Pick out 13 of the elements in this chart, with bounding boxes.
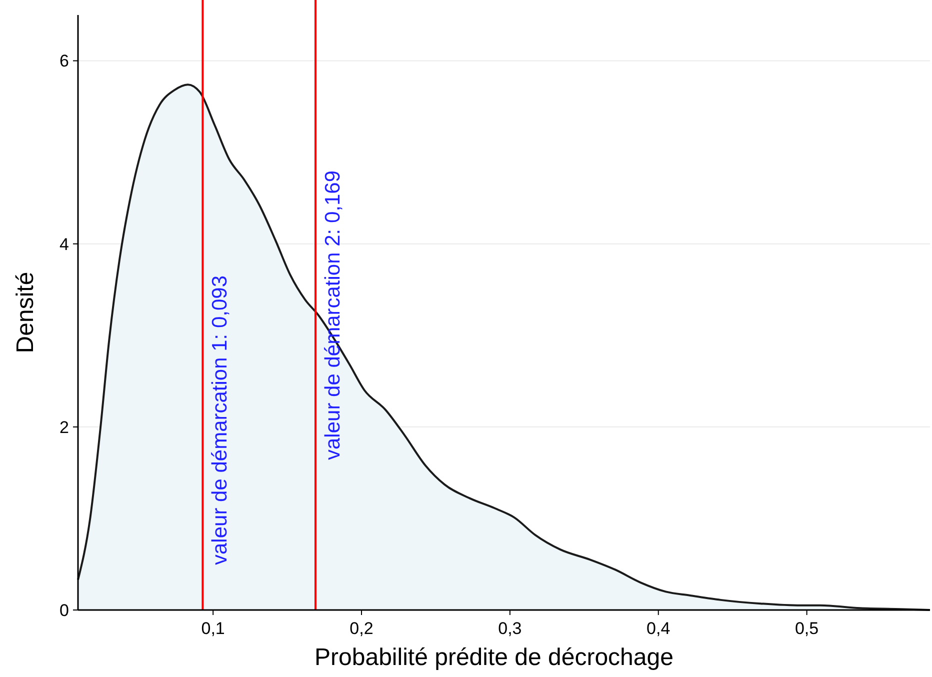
- x-tick-label: 0,4: [646, 619, 670, 638]
- x-tick-label: 0,5: [794, 619, 819, 638]
- x-tick-label: 0,1: [201, 619, 225, 638]
- x-tick-label: 0,3: [498, 619, 522, 638]
- y-tick-label: 4: [60, 234, 69, 254]
- y-tick-label: 2: [60, 418, 69, 437]
- x-tick-label: 0,2: [350, 619, 374, 638]
- ref-line-label: valeur de démarcation 1: 0,093: [208, 275, 232, 565]
- y-axis-title: Densité: [12, 272, 39, 354]
- y-tick-label: 6: [60, 52, 69, 71]
- y-tick-label: 0: [60, 600, 69, 620]
- x-axis-title: Probabilité prédite de décrochage: [314, 644, 674, 671]
- ref-line-label: valeur de démarcation 2: 0,169: [321, 170, 344, 460]
